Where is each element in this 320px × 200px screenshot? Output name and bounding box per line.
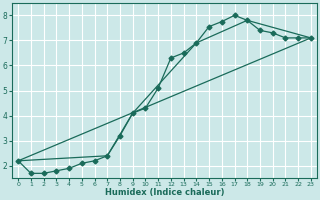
X-axis label: Humidex (Indice chaleur): Humidex (Indice chaleur) (105, 188, 224, 197)
